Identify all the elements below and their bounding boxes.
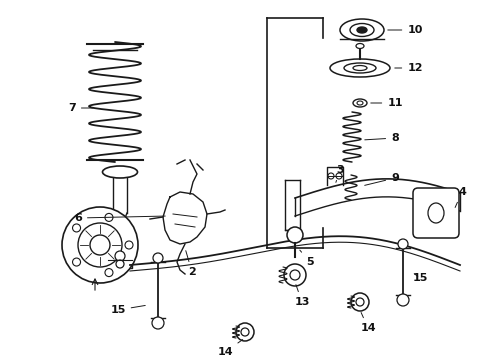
Circle shape bbox=[73, 224, 80, 232]
Text: 9: 9 bbox=[365, 173, 399, 185]
Ellipse shape bbox=[428, 203, 444, 223]
Text: 15: 15 bbox=[110, 305, 145, 315]
Circle shape bbox=[328, 173, 334, 179]
Text: 6: 6 bbox=[74, 213, 165, 223]
Circle shape bbox=[153, 253, 163, 263]
Circle shape bbox=[105, 269, 113, 276]
Text: 3: 3 bbox=[336, 165, 344, 183]
Circle shape bbox=[78, 223, 122, 267]
Text: 7: 7 bbox=[68, 103, 93, 113]
Circle shape bbox=[116, 260, 124, 268]
Circle shape bbox=[73, 258, 80, 266]
Text: 14: 14 bbox=[360, 312, 376, 333]
Text: 15: 15 bbox=[412, 273, 428, 283]
Circle shape bbox=[115, 251, 125, 261]
Ellipse shape bbox=[330, 59, 390, 77]
Ellipse shape bbox=[102, 166, 138, 178]
Ellipse shape bbox=[290, 270, 300, 280]
Ellipse shape bbox=[351, 293, 369, 311]
Circle shape bbox=[125, 241, 133, 249]
Ellipse shape bbox=[350, 23, 374, 36]
Ellipse shape bbox=[357, 27, 367, 33]
Circle shape bbox=[90, 235, 110, 255]
Text: 5: 5 bbox=[300, 250, 314, 267]
Circle shape bbox=[397, 294, 409, 306]
Circle shape bbox=[105, 213, 113, 221]
Ellipse shape bbox=[353, 99, 367, 107]
Circle shape bbox=[398, 239, 408, 249]
Text: 2: 2 bbox=[186, 251, 196, 277]
Text: 11: 11 bbox=[371, 98, 403, 108]
Ellipse shape bbox=[236, 323, 254, 341]
Circle shape bbox=[62, 207, 138, 283]
Circle shape bbox=[336, 173, 342, 179]
Ellipse shape bbox=[241, 328, 249, 336]
Text: 4: 4 bbox=[455, 187, 466, 207]
FancyBboxPatch shape bbox=[413, 188, 459, 238]
Circle shape bbox=[287, 227, 303, 243]
Text: 10: 10 bbox=[388, 25, 423, 35]
Circle shape bbox=[152, 317, 164, 329]
Ellipse shape bbox=[356, 44, 364, 49]
Ellipse shape bbox=[340, 19, 384, 41]
Text: 14: 14 bbox=[217, 339, 243, 357]
Ellipse shape bbox=[344, 63, 376, 73]
Text: 13: 13 bbox=[294, 285, 310, 307]
Ellipse shape bbox=[353, 66, 367, 71]
Text: 12: 12 bbox=[395, 63, 423, 73]
Ellipse shape bbox=[284, 264, 306, 286]
Ellipse shape bbox=[356, 298, 364, 306]
Text: 8: 8 bbox=[365, 133, 399, 143]
Ellipse shape bbox=[357, 101, 363, 105]
